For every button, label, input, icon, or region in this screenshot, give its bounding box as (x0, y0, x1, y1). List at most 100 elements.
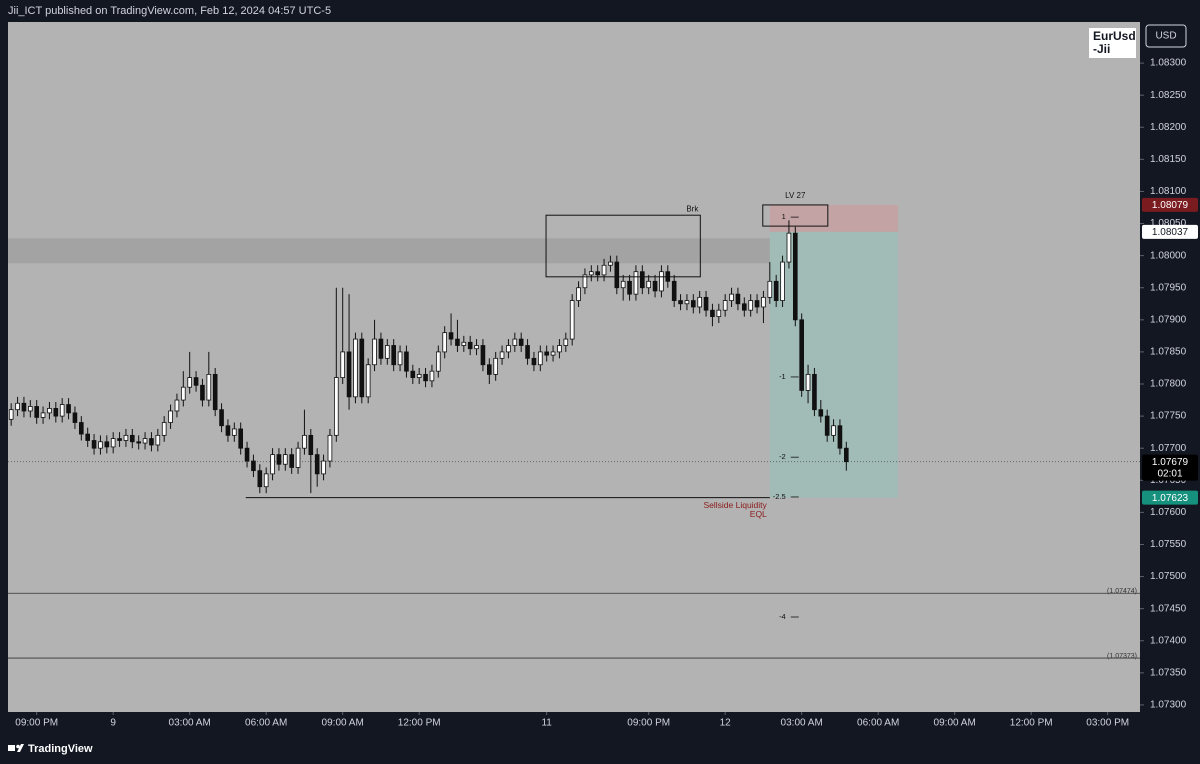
y-tick-label: 1.07350 (1150, 667, 1187, 678)
candle-body (684, 300, 690, 305)
candle-body (168, 410, 173, 423)
x-tick-label: 11 (541, 718, 552, 729)
candle-body (659, 271, 664, 292)
header-text: Jii_ICT published on TradingView.com, Fe… (8, 5, 331, 17)
candle-body (537, 351, 543, 366)
candle-body (174, 399, 180, 412)
candle-body (722, 300, 728, 311)
x-tick-label: 09:00 PM (15, 718, 58, 729)
x-tick-label: 06:00 AM (857, 718, 899, 729)
candle-body (117, 438, 122, 441)
y-tick-label: 1.08150 (1150, 154, 1187, 165)
candle-body (710, 309, 715, 318)
price-tag (1142, 197, 1198, 212)
box (762, 204, 829, 227)
candle-body (448, 332, 454, 340)
candle-body (818, 409, 824, 417)
candle-body (748, 300, 753, 311)
y-tick-label: 1.07800 (1150, 379, 1187, 390)
candle-body (697, 296, 702, 308)
y-tick-label: 1.07400 (1150, 635, 1187, 646)
candle-body (792, 232, 798, 321)
countdown-label: 02:01 (1157, 468, 1182, 479)
candle-body (142, 438, 148, 444)
box (545, 214, 701, 278)
candle-body (461, 341, 467, 346)
candle-body (404, 351, 409, 372)
candle-body (161, 422, 167, 436)
candle-body (295, 447, 301, 468)
candle-body (251, 460, 256, 472)
logo-part (8, 745, 15, 751)
x-tick-label: 03:00 PM (1086, 718, 1129, 729)
candle-body (588, 271, 594, 276)
candle-body (442, 332, 447, 353)
candle-body (40, 412, 46, 418)
plot-area (8, 22, 1140, 712)
y-tick-label: 1.07500 (1150, 571, 1187, 582)
candle-body (474, 345, 479, 350)
price-tag (1142, 490, 1198, 505)
candle-body (282, 454, 288, 465)
sellside-label: EQL (750, 509, 767, 519)
candle-body (353, 338, 358, 398)
candle-body (812, 373, 817, 411)
price-tag-label: 1.08037 (1152, 227, 1189, 238)
candle-body (671, 280, 677, 301)
candle-body (690, 300, 696, 308)
y-tick-label: 1.07850 (1150, 347, 1187, 358)
fib-label: -2 (779, 452, 786, 461)
y-tick-label: 1.08050 (1150, 218, 1187, 229)
candle-body (435, 351, 441, 372)
candle-body (397, 351, 403, 366)
candle-body (149, 438, 154, 446)
candle-body (219, 409, 224, 427)
candle-body (85, 433, 90, 441)
candle-body (187, 377, 192, 388)
candle-body (333, 377, 339, 436)
candle-body (104, 441, 110, 448)
candle-body (563, 338, 569, 346)
candle-body (206, 373, 212, 401)
candle-body (518, 338, 524, 346)
candle-body (200, 384, 205, 401)
legend-line: EurUsd (1093, 29, 1136, 43)
price-tag (1142, 224, 1198, 239)
candle-body (837, 425, 843, 449)
candle-body (257, 470, 263, 488)
candle-body (384, 345, 390, 359)
level-label: (1.07474) (1107, 588, 1137, 595)
candle-body (531, 357, 537, 366)
candle-body (761, 296, 766, 308)
x-tick-label: 03:00 AM (169, 718, 211, 729)
candle-body (506, 345, 511, 353)
candle-body (78, 422, 84, 435)
candle-body (91, 440, 97, 449)
candle-body (98, 441, 103, 449)
legend-line: -Jii (1093, 42, 1110, 56)
candle-body (525, 345, 530, 359)
candle-body (595, 271, 600, 276)
y-tick-label: 1.07900 (1150, 314, 1187, 325)
candle-body (21, 402, 27, 412)
candle-body (180, 386, 186, 401)
candle-body (346, 351, 352, 398)
candle-body (569, 300, 575, 340)
candle-body (512, 338, 518, 346)
x-tick-label: 12:00 PM (398, 718, 441, 729)
y-tick-label: 1.07550 (1150, 539, 1187, 550)
candle-body (620, 280, 626, 289)
fib-label: -2.5 (773, 492, 786, 501)
candle-body (480, 345, 486, 366)
candle-body (805, 373, 811, 391)
y-tick-label: 1.08300 (1150, 58, 1187, 69)
candle-body (646, 280, 651, 289)
candle-body (270, 454, 275, 475)
sellside-label: Sellside Liquidity (703, 500, 767, 510)
currency-button[interactable] (1145, 24, 1187, 48)
candle-body (66, 404, 71, 414)
zone (769, 204, 898, 232)
y-tick-label: 1.07450 (1150, 603, 1187, 614)
